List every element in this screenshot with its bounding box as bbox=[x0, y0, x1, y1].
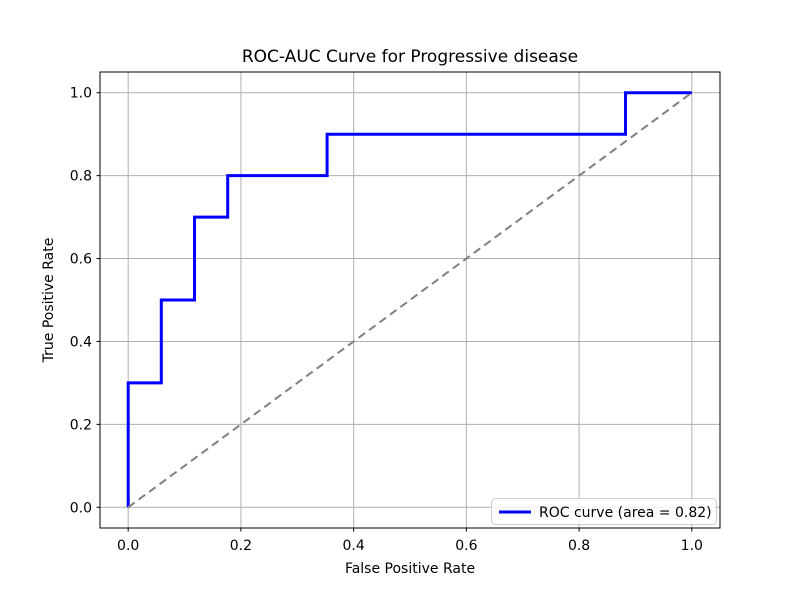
series-chance-diagonal bbox=[127, 91, 693, 509]
y-axis-label: True Positive Rate bbox=[41, 238, 57, 364]
y-tick-label: 0.6 bbox=[70, 252, 92, 268]
chart-title: ROC-AUC Curve for Progressive disease bbox=[242, 47, 578, 67]
y-axis-ticks: 0.0 0.2 0.4 0.6 0.8 1.0 bbox=[70, 86, 100, 516]
y-tick-label: 1.0 bbox=[70, 86, 92, 102]
x-tick-label: 0.6 bbox=[455, 538, 477, 554]
legend-box bbox=[491, 498, 717, 525]
x-tick-label: 0.0 bbox=[117, 538, 139, 554]
x-axis-ticks: 0.0 0.2 0.4 0.6 0.8 1.0 bbox=[117, 528, 703, 554]
data-series bbox=[126, 91, 693, 509]
y-tick-label: 0.8 bbox=[70, 169, 92, 185]
grid-lines bbox=[100, 72, 720, 528]
plot-border bbox=[99, 71, 721, 529]
y-tick-label: 0.0 bbox=[70, 500, 92, 516]
y-tick-label: 0.4 bbox=[70, 334, 92, 350]
x-tick-label: 0.4 bbox=[343, 538, 365, 554]
series-roc-curve bbox=[126, 91, 692, 508]
x-tick-label: 1.0 bbox=[681, 538, 703, 554]
x-axis-label: False Positive Rate bbox=[345, 561, 475, 577]
x-tick-label: 0.2 bbox=[230, 538, 252, 554]
y-tick-label: 0.2 bbox=[70, 417, 92, 433]
legend-label: ROC curve (area = 0.82) bbox=[539, 505, 712, 521]
x-tick-label: 0.8 bbox=[568, 538, 590, 554]
legend: ROC curve (area = 0.82) bbox=[491, 498, 717, 525]
